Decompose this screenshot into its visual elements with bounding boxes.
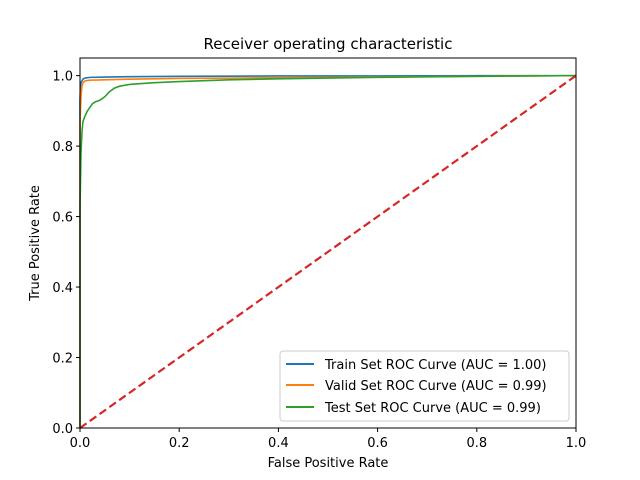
- y-tick-label: 0.2: [52, 352, 73, 367]
- y-axis-title: True Positive Rate: [28, 185, 43, 302]
- y-tick-label: 0.4: [52, 281, 73, 296]
- x-tick-label: 0.2: [169, 436, 190, 451]
- y-tick-label: 0.0: [52, 422, 73, 437]
- x-tick-label: 0.8: [466, 436, 487, 451]
- y-axis-ticks: 0.0 0.2 0.4 0.6 0.8 1.0: [52, 70, 80, 437]
- legend-box: [279, 350, 570, 422]
- y-tick-label: 0.8: [52, 140, 73, 155]
- legend-label-train: Train Set ROC Curve (AUC = 1.00): [324, 358, 547, 373]
- x-axis-ticks: 0.0 0.2 0.4 0.6 0.8 1.0: [70, 428, 587, 451]
- chart-title: Receiver operating characteristic: [204, 35, 453, 53]
- x-axis-title: False Positive Rate: [268, 456, 389, 471]
- legend: Train Set ROC Curve (AUC = 1.00) Valid S…: [279, 350, 570, 422]
- y-tick-label: 0.6: [52, 211, 73, 226]
- chance-diagonal-line: [79, 74, 577, 429]
- x-tick-label: 1.0: [566, 436, 587, 451]
- test-roc-curve: [79, 74, 577, 428]
- plot-frame: [79, 57, 577, 429]
- x-tick-label: 0.0: [70, 436, 91, 451]
- train-roc-curve: [79, 74, 576, 428]
- plot-lines: [79, 74, 577, 429]
- legend-label-test: Test Set ROC Curve (AUC = 0.99): [324, 401, 541, 416]
- x-tick-label: 0.4: [268, 436, 289, 451]
- x-tick-label: 0.6: [367, 436, 388, 451]
- y-tick-label: 1.0: [52, 70, 73, 85]
- legend-label-valid: Valid Set ROC Curve (AUC = 0.99): [325, 379, 547, 394]
